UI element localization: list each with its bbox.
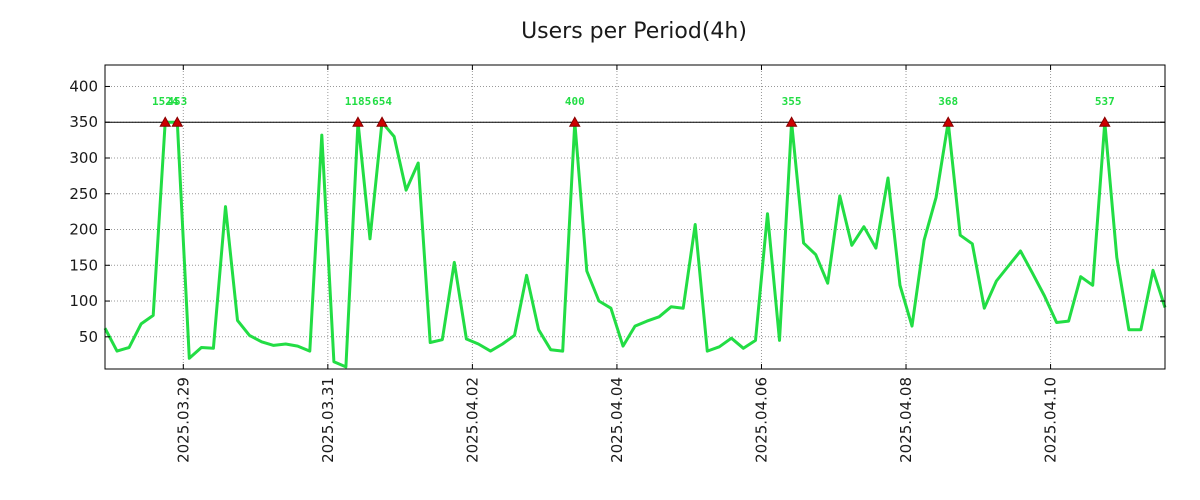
peak-label: 368 bbox=[938, 95, 958, 108]
peak-label: 537 bbox=[1095, 95, 1115, 108]
axes: 50 100 150 200 250 300 350 400 2025.03.29 2025.03… bbox=[69, 64, 1166, 463]
x-tick-label: 2025.04.10 bbox=[1042, 377, 1060, 463]
x-tick-label: 2025.04.02 bbox=[463, 377, 481, 463]
x-tick-label: 2025.03.29 bbox=[174, 377, 192, 463]
y-tick-label: 400 bbox=[69, 77, 98, 95]
chart-title: Users per Period(4h) bbox=[521, 19, 747, 44]
peak-label: 1524 bbox=[152, 95, 179, 108]
series-line-users bbox=[103, 120, 1167, 369]
peak-label: 453 bbox=[167, 95, 187, 108]
plot-frame bbox=[104, 64, 1166, 370]
peak-marker bbox=[785, 116, 798, 127]
grid bbox=[105, 65, 1165, 369]
peak-marker bbox=[568, 116, 581, 127]
y-tick-label: 50 bbox=[79, 328, 98, 346]
y-tick-label: 250 bbox=[69, 185, 98, 203]
x-tick-label: 2025.04.04 bbox=[608, 377, 626, 463]
peak-marker bbox=[376, 116, 388, 127]
peak-label: 400 bbox=[565, 95, 585, 108]
y-tick-label: 350 bbox=[69, 113, 98, 131]
peak-label: 355 bbox=[782, 95, 802, 108]
peak-marker bbox=[171, 116, 184, 127]
peak-marker bbox=[1098, 116, 1111, 127]
y-tick-label: 300 bbox=[69, 149, 98, 167]
y-tick-label: 100 bbox=[69, 292, 98, 310]
peak-marker bbox=[159, 116, 172, 127]
y-tick-label: 200 bbox=[69, 221, 98, 239]
x-tick-label: 2025.04.06 bbox=[752, 377, 770, 463]
y-tick-label: 150 bbox=[69, 256, 98, 274]
peak-label: 654 bbox=[372, 95, 392, 108]
peak-marker bbox=[352, 116, 364, 127]
peak-marker bbox=[942, 116, 955, 127]
series-group bbox=[103, 120, 1167, 369]
peak-label: 1185 bbox=[345, 95, 372, 108]
x-tick-label: 2025.04.08 bbox=[897, 377, 915, 463]
x-tick-label: 2025.03.31 bbox=[319, 377, 337, 463]
